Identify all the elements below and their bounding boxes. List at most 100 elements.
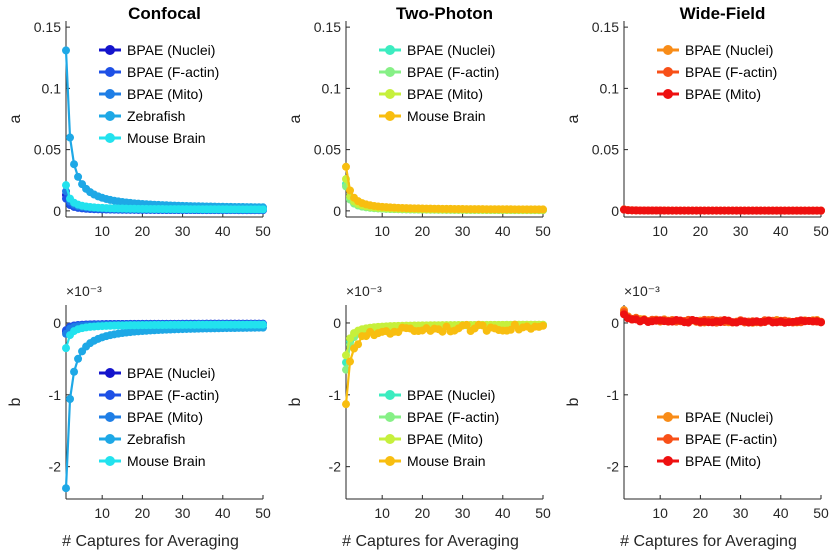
data-point — [539, 205, 547, 214]
data-point — [62, 46, 70, 55]
legend-label: BPAE (F-actin) — [407, 409, 499, 425]
x-tick-label: 10 — [652, 223, 668, 239]
x-tick-label: 10 — [652, 505, 668, 521]
legend-label: BPAE (Mito) — [407, 86, 483, 102]
x-tick-label: 20 — [693, 505, 709, 521]
x-tick-label: 40 — [495, 505, 511, 521]
series-mouse-brain — [62, 320, 267, 353]
x-tick-label: 10 — [94, 505, 110, 521]
data-point — [462, 320, 471, 329]
legend-label: Zebrafish — [127, 108, 185, 124]
legend-label: BPAE (Nuclei) — [685, 42, 773, 58]
legend-marker — [105, 456, 115, 466]
y-tick-label: 0 — [53, 203, 61, 219]
data-point — [817, 318, 825, 327]
data-point — [342, 400, 350, 409]
legend-marker — [105, 434, 115, 444]
data-point — [62, 344, 70, 353]
data-point — [342, 351, 350, 360]
y-tick-label: 0.15 — [34, 19, 61, 35]
legend: BPAE (Nuclei) BPAE (F-actin) BPAE (Mito) Mo… — [379, 387, 499, 469]
panel-confocal-a: 0 0.05 0.1 0.15 10 20 30 40 50 Confocal a BPAE (Nuc… — [7, 4, 271, 239]
x-tick-label: 40 — [773, 505, 789, 521]
panel-title: Wide-Field — [680, 4, 766, 23]
legend-marker — [663, 89, 673, 99]
y-tick-label: -2 — [329, 459, 342, 475]
y-tick-label: 0.05 — [34, 142, 61, 158]
x-tick-label: 50 — [535, 505, 551, 521]
legend-label: Mouse Brain — [127, 453, 206, 469]
x-axis-label: # Captures for Averaging — [620, 533, 797, 550]
x-tick-label: 40 — [215, 223, 231, 239]
x-axis-label: # Captures for Averaging — [62, 533, 239, 550]
legend-marker — [105, 368, 115, 378]
x-axis-label: # Captures for Averaging — [342, 533, 519, 550]
x-tick-label: 30 — [175, 223, 191, 239]
y-axis-label: a — [287, 114, 304, 123]
panel-title: Two-Photon — [396, 4, 493, 23]
legend-marker — [385, 67, 395, 77]
data-point — [74, 172, 83, 181]
data-point — [66, 395, 75, 404]
legend-label: Mouse Brain — [407, 108, 486, 124]
legend-label: BPAE (Mito) — [685, 86, 761, 102]
y-tick-label: -1 — [49, 387, 62, 403]
series-mouse-brain — [342, 162, 547, 214]
legend-marker — [105, 412, 115, 422]
panel-wide-field-a: 0 0.05 0.1 0.15 10 20 30 40 50 Wide-Field a BPAE (N… — [565, 4, 829, 239]
data-point — [346, 186, 355, 195]
y-exponent-label: ×10⁻³ — [624, 283, 660, 299]
y-axis-label: b — [287, 397, 304, 406]
panel-wide-field-b: 0 -1 -2 10 20 30 40 50 b # Captures for Averaging… — [565, 283, 829, 550]
y-tick-label: 0.1 — [42, 80, 62, 96]
legend-marker — [385, 456, 395, 466]
legend-marker — [385, 111, 395, 121]
y-tick-label: 0.1 — [322, 80, 342, 96]
y-tick-label: -2 — [49, 459, 62, 475]
x-tick-label: 20 — [135, 505, 151, 521]
series-bpae-mito- — [620, 310, 825, 327]
series-bpae-mito- — [620, 205, 825, 215]
legend-label: BPAE (F-actin) — [127, 387, 219, 403]
legend-marker — [385, 412, 395, 422]
x-tick-label: 10 — [374, 223, 390, 239]
legend-marker — [105, 67, 115, 77]
y-tick-label: 0.1 — [600, 80, 620, 96]
data-point — [259, 205, 267, 214]
legend-label: BPAE (F-actin) — [127, 64, 219, 80]
panel-confocal-b: 0 -1 -2 10 20 30 40 50 b # Captures for Averaging… — [7, 283, 271, 550]
legend-label: Mouse Brain — [407, 453, 486, 469]
x-tick-label: 10 — [374, 505, 390, 521]
legend: BPAE (Nuclei) BPAE (F-actin) BPAE (Mito) — [657, 409, 777, 469]
panel-title: Confocal — [128, 4, 201, 23]
legend-label: BPAE (Mito) — [127, 86, 203, 102]
y-tick-label: -1 — [329, 387, 342, 403]
x-tick-label: 20 — [415, 223, 431, 239]
y-tick-label: 0.05 — [314, 142, 341, 158]
x-tick-label: 20 — [693, 223, 709, 239]
y-tick-label: -2 — [607, 459, 620, 475]
legend: BPAE (Nuclei) BPAE (F-actin) BPAE (Mito) Mo… — [379, 42, 499, 124]
x-tick-label: 40 — [215, 505, 231, 521]
series-mouse-brain — [342, 320, 547, 409]
legend-label: BPAE (Mito) — [407, 431, 483, 447]
data-point — [62, 484, 70, 493]
y-tick-label: 0 — [333, 203, 341, 219]
legend-label: Zebrafish — [127, 431, 185, 447]
data-point — [354, 340, 363, 349]
legend-marker — [105, 133, 115, 143]
legend-marker — [663, 412, 673, 422]
legend-marker — [385, 45, 395, 55]
y-tick-label: 0.15 — [314, 19, 341, 35]
data-point — [817, 206, 825, 215]
data-point — [259, 320, 267, 329]
x-tick-label: 50 — [813, 223, 829, 239]
legend-marker — [385, 89, 395, 99]
data-point — [342, 162, 350, 171]
legend-marker — [105, 390, 115, 400]
legend-label: BPAE (Mito) — [685, 453, 761, 469]
legend-marker — [105, 89, 115, 99]
panel-two-photon-a: 0 0.05 0.1 0.15 10 20 30 40 50 Two-Photon a BPAE (N… — [287, 4, 551, 239]
x-tick-label: 40 — [495, 223, 511, 239]
legend-marker — [385, 434, 395, 444]
